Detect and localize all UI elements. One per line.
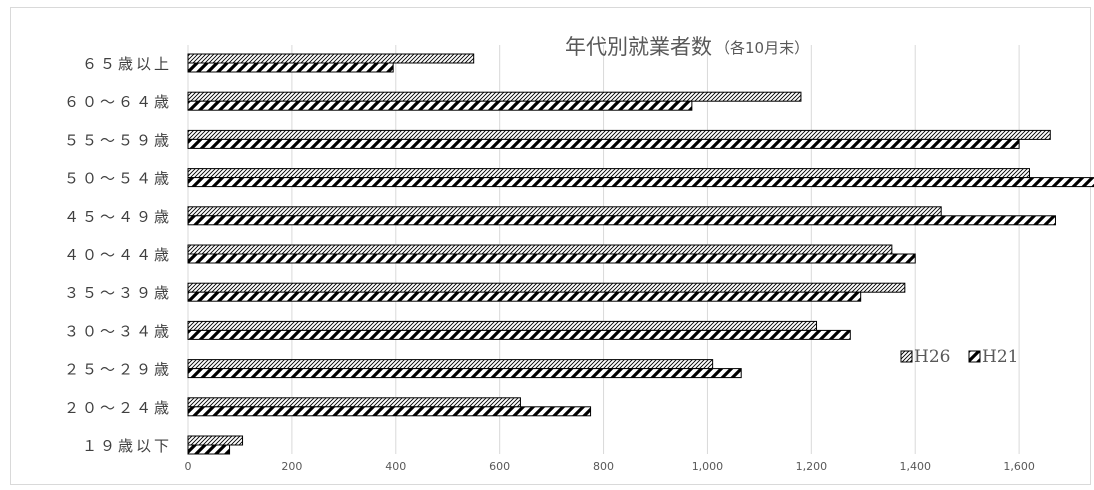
- bar-h26: [187, 320, 818, 331]
- legend: H26 H21: [900, 347, 1018, 367]
- chart-title: 年代別就業者数: [565, 35, 712, 59]
- category-label: ６０～６４歳: [64, 93, 172, 111]
- legend-label-h26: H26: [914, 347, 950, 367]
- category-labels: ６５歳以上 ６０～６４歳 ５５～５９歳 ５０～５４歳 ４５～４９歳 ４０～４４歳 ３５～３９…: [64, 55, 172, 455]
- bar-h21: [187, 177, 1094, 188]
- x-tick-label: 400: [385, 460, 406, 473]
- category-label: ２５～２９歳: [64, 361, 172, 379]
- bar-h26: [187, 244, 893, 255]
- x-tick-label: 1,000: [692, 460, 724, 473]
- x-tick-label: 1,200: [796, 460, 828, 473]
- bar-h21: [187, 100, 693, 111]
- x-tick-label: 1,400: [899, 460, 931, 473]
- bar-h26: [187, 282, 906, 293]
- x-tick-label: 800: [593, 460, 614, 473]
- bar-h21: [187, 215, 1056, 226]
- category-label: ３５～３９歳: [64, 284, 172, 302]
- bar-h21: [187, 444, 231, 455]
- bar-h21: [187, 368, 742, 379]
- category-label: ５５～５９歳: [64, 131, 172, 149]
- bar-h21: [187, 62, 394, 73]
- bar-h21: [187, 291, 862, 302]
- x-tick-label: 1,600: [1003, 460, 1035, 473]
- category-label: ５０～５４歳: [64, 170, 172, 188]
- bar-h26: [187, 129, 1051, 140]
- bars: [187, 53, 1094, 455]
- bar-h26: [187, 206, 942, 217]
- category-label: ６５歳以上: [82, 55, 172, 73]
- bar-h26: [187, 359, 714, 370]
- legend-label-h21: H21: [982, 347, 1018, 367]
- legend-swatch-h26: [900, 350, 913, 363]
- category-label: ２０～２４歳: [64, 399, 172, 417]
- x-tick-label: 600: [489, 460, 510, 473]
- bar-h26: [187, 397, 521, 408]
- x-tick-label: 200: [281, 460, 302, 473]
- category-label: ３０～３４歳: [64, 322, 172, 340]
- category-label: ４０～４４歳: [64, 246, 172, 264]
- legend-swatch-h21: [968, 350, 981, 363]
- chart-subtitle: （各10月末）: [715, 39, 809, 57]
- bar-h26: [187, 53, 475, 64]
- x-tick-label: 0: [185, 460, 192, 473]
- bar-h26: [187, 91, 802, 102]
- bar-h26: [187, 168, 1030, 179]
- bar-h21: [187, 329, 851, 340]
- bar-h26: [187, 435, 244, 446]
- category-label: ４５～４９歳: [64, 208, 172, 226]
- bar-h21: [187, 138, 1020, 149]
- bar-h21: [187, 253, 916, 264]
- bar-h21: [187, 406, 592, 417]
- category-label: １９歳以下: [82, 437, 172, 455]
